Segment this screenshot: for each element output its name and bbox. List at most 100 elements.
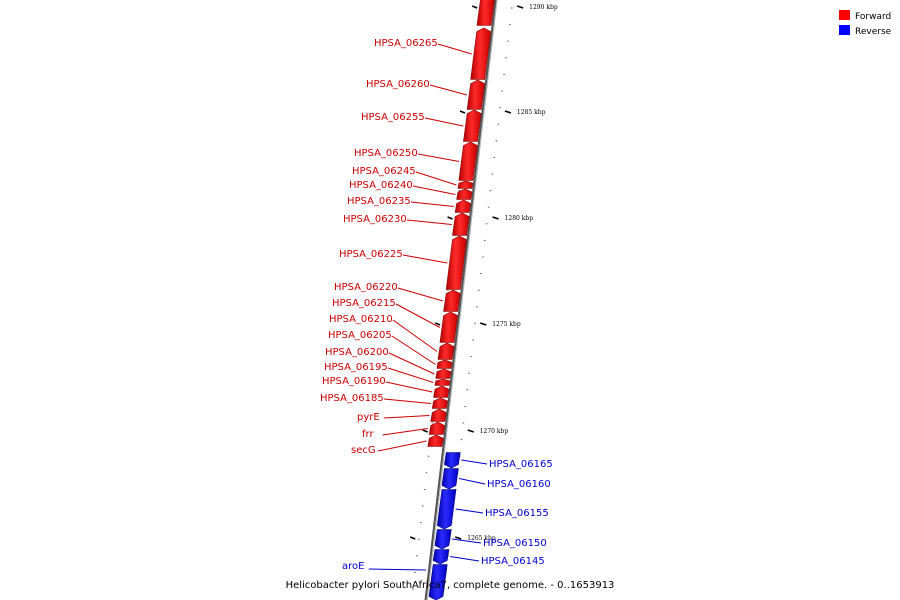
gene-arrow-HPSA_06260	[466, 79, 485, 110]
gene-label: HPSA_06260	[366, 79, 430, 90]
gene-leader-line	[391, 335, 436, 365]
backbone	[424, 0, 498, 600]
gene-arrow-HPSA_06220	[443, 289, 461, 312]
gene-label: HPSA_06150	[483, 538, 547, 549]
major-tick: 1270 kbp	[422, 428, 508, 435]
gene-label: HPSA_06245	[352, 166, 416, 177]
gene-label: HPSA_06250	[354, 148, 418, 159]
gene-label: HPSA_06230	[343, 214, 407, 225]
gene-label: pyrE	[357, 412, 380, 423]
gene-leader-line	[452, 538, 482, 544]
legend-label-reverse: Reverse	[855, 27, 892, 37]
gene-label: HPSA_06225	[339, 249, 403, 260]
gene-label: HPSA_06205	[328, 330, 392, 341]
gene-label: HPSA_06255	[361, 112, 425, 123]
major-tick: 1265 kbp	[409, 535, 496, 542]
gene-leader-line	[412, 185, 456, 195]
tick-label: 1265 kbp	[467, 535, 496, 542]
tick-label: 1290 kbp	[529, 4, 558, 11]
legend: Forward Reverse	[839, 10, 892, 37]
gene-leader-line	[382, 428, 429, 436]
gene-leader-line	[417, 153, 460, 162]
gene-arrow-partial	[476, 0, 495, 26]
major-tick-mark	[459, 110, 466, 114]
gene-label: frr	[362, 429, 374, 440]
gene-leader-line	[449, 556, 480, 562]
gene-arrow-HPSA_06195	[434, 378, 451, 386]
gene-label: HPSA_06220	[334, 282, 398, 293]
legend-swatch-forward	[839, 10, 850, 20]
gene-leader-line	[410, 201, 454, 207]
major-tick-mark	[492, 216, 499, 220]
gene-leader-line	[437, 43, 472, 55]
gene-arrow-HPSA_06145	[432, 549, 450, 565]
gene-label: HPSA_06195	[324, 362, 388, 373]
gene-arrow-HPSA_06155	[436, 489, 457, 530]
major-tick-mark	[471, 5, 478, 9]
gene-leader-line	[377, 440, 427, 452]
gene-leader-line	[388, 352, 435, 375]
legend-item-reverse: Reverse	[839, 25, 892, 37]
gene-arrow-HPSA_06230	[452, 212, 470, 236]
gene-leader-line	[402, 254, 448, 264]
gene-label: HPSA_06235	[347, 196, 411, 207]
genome-title: Helicobacter pylori SouthAfrica7, comple…	[286, 580, 615, 591]
major-tick: 1290 kbp	[471, 4, 558, 11]
gene-label: HPSA_06200	[325, 347, 389, 358]
major-tick-mark	[504, 110, 512, 114]
gene-label: HPSA_06265	[374, 38, 438, 49]
gene-leader-line	[387, 367, 434, 383]
gene-leader-line	[397, 287, 444, 302]
gene-label: HPSA_06155	[485, 508, 549, 519]
gene-arrow-frr	[428, 421, 446, 435]
legend-label-forward: Forward	[855, 12, 891, 22]
gene-label: aroE	[342, 561, 364, 572]
backbone-highlight	[426, 0, 498, 600]
gene-arrow-HPSA_06185	[431, 397, 448, 409]
gene-arrow-HPSA_06255	[463, 109, 482, 142]
backbone-line	[424, 0, 498, 600]
gene-arrow-pyrE	[430, 408, 447, 422]
tick-label: 1285 kbp	[517, 109, 546, 116]
major-tick-mark	[516, 5, 524, 9]
major-tick: 1275 kbp	[434, 321, 521, 328]
gene-leader-line	[392, 319, 438, 352]
major-ticks: 1290 kbp 1285 kbp 1280 kbp 1275 kbp 1270 kbp…	[409, 4, 558, 542]
major-tick-mark	[454, 536, 462, 540]
gene-arrow-HPSA_06240	[456, 188, 473, 200]
gene-leader-line	[415, 171, 457, 186]
gene-leader-line	[383, 415, 430, 419]
gene-arrow-HPSA_06250	[458, 141, 478, 181]
major-tick: 1280 kbp	[447, 215, 533, 222]
gene-arrow-HPSA_06210	[437, 342, 455, 360]
genes: HPSA_06265 HPSA_06260 HPSA_06255 HPSA_06250…	[320, 0, 553, 600]
gene-label: HPSA_06240	[349, 180, 413, 191]
major-tick-mark	[422, 429, 429, 433]
gene-arrow-secG	[427, 434, 444, 447]
gene-leader-line	[406, 219, 452, 225]
gene-label: HPSA_06160	[487, 479, 551, 490]
gene-leader-line	[455, 508, 484, 514]
gene-arrow-HPSA_06160	[441, 468, 459, 490]
gene-arrow-HPSA_06190	[433, 385, 450, 398]
major-tick-mark	[409, 536, 416, 540]
gene-arrow-HPSA_06265	[470, 27, 492, 80]
gene-arrow-HPSA_06165	[444, 452, 461, 469]
gene-leader-line	[395, 303, 441, 328]
gene-leader-line	[383, 398, 431, 404]
gene-leader-line	[459, 478, 486, 485]
tick-label: 1275 kbp	[492, 321, 521, 328]
gene-leader-line	[424, 117, 464, 127]
major-tick-mark	[467, 429, 474, 433]
gene-label: secG	[351, 445, 376, 456]
major-tick: 1285 kbp	[459, 109, 546, 116]
gene-leader-line	[385, 381, 433, 393]
major-tick-mark	[447, 216, 453, 220]
gene-label: HPSA_06145	[481, 556, 545, 567]
legend-swatch-reverse	[839, 25, 850, 35]
gene-leader-line	[461, 459, 488, 465]
gene-label: HPSA_06215	[332, 298, 396, 309]
gene-leader-line	[368, 568, 427, 571]
major-tick-mark	[479, 322, 487, 326]
gene-arrow-HPSA_06215	[439, 311, 458, 343]
